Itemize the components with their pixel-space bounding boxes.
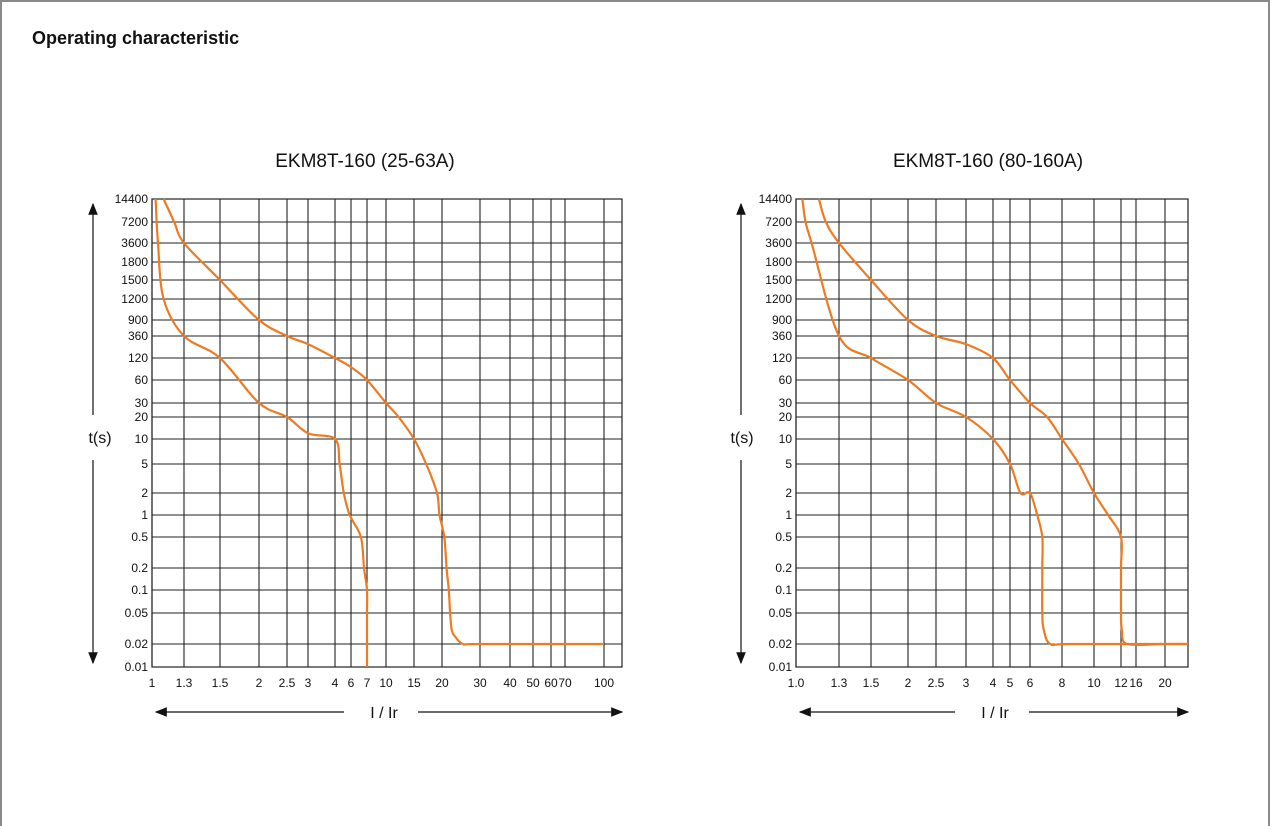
y-tick-label: 0.05 [125, 606, 149, 620]
x-tick-label: 2 [905, 676, 912, 690]
chart-title: EKM8T-160 (80-160A) [893, 151, 1083, 172]
x-tick-label: 30 [473, 676, 487, 690]
y-tick-label: 900 [772, 313, 792, 327]
trip-curve-2 [162, 198, 604, 646]
y-axis-label: t(s) [88, 430, 111, 447]
x-tick-label: 12 [1114, 676, 1128, 690]
x-axis-label: I / Ir [981, 705, 1009, 722]
y-tick-label: 0.1 [131, 583, 148, 597]
y-tick-label: 1200 [121, 292, 148, 306]
x-tick-label: 50 [526, 676, 540, 690]
y-tick-label: 5 [141, 457, 148, 471]
y-tick-label: 3600 [121, 236, 148, 250]
x-tick-label: 6 [1027, 676, 1034, 690]
trip-curve-1 [801, 198, 1188, 647]
x-tick-label: 100 [594, 676, 614, 690]
x-tick-label: 1.3 [831, 676, 848, 690]
trip-curve-2 [817, 198, 1188, 647]
trip-curve-1 [154, 198, 369, 667]
y-tick-label: 0.01 [769, 660, 793, 674]
plot-border [151, 198, 623, 668]
y-tick-label: 0.5 [131, 530, 148, 544]
y-tick-label: 1 [141, 508, 148, 522]
y-tick-label: 60 [135, 373, 149, 387]
y-tick-label: 20 [135, 410, 149, 424]
y-tick-label: 1200 [765, 292, 792, 306]
y-axis-label: t(s) [730, 430, 753, 447]
y-tick-label: 0.01 [125, 660, 149, 674]
x-tick-label: 1.0 [788, 676, 805, 690]
y-tick-label: 0.2 [131, 561, 148, 575]
chart-panel-2: EKM8T-160 (80-160A) 14400 7200 3600 1800 1500… [730, 151, 1190, 722]
x-tick-label: 2.5 [928, 676, 945, 690]
x-tick-label: 70 [558, 676, 572, 690]
x-tick-label: 4 [332, 676, 339, 690]
y-tick-label: 10 [779, 432, 793, 446]
x-tick-label: 16 [1129, 676, 1143, 690]
y-tick-label: 20 [779, 410, 793, 424]
x-tick-label: 1.3 [176, 676, 193, 690]
y-tick-label: 30 [135, 396, 149, 410]
y-tick-label: 1500 [121, 273, 148, 287]
x-tick-label: 10 [379, 676, 393, 690]
x-tick-label: 4 [990, 676, 997, 690]
y-tick-label: 360 [772, 329, 792, 343]
y-tick-label: 2 [785, 486, 792, 500]
y-tick-label: 7200 [121, 215, 148, 229]
y-tick-label: 0.2 [775, 561, 792, 575]
chart-panel-1: EKM8T-160 (25-63A) 14400 7200 3600 1800 1500 1… [88, 151, 624, 722]
y-tick-label: 120 [772, 351, 792, 365]
x-tick-label: 20 [1158, 676, 1172, 690]
x-tick-label: 2.5 [279, 676, 296, 690]
x-tick-label: 5 [1007, 676, 1014, 690]
y-tick-label: 3600 [765, 236, 792, 250]
y-tick-label: 0.5 [775, 530, 792, 544]
plot-border [795, 198, 1189, 668]
y-tick-label: 1500 [765, 273, 792, 287]
chart-title: EKM8T-160 (25-63A) [275, 151, 455, 172]
x-tick-label: 1 [149, 676, 156, 690]
y-tick-label: 14400 [759, 192, 793, 206]
y-tick-label: 900 [128, 313, 148, 327]
x-tick-label: 2 [256, 676, 263, 690]
x-tick-label: 40 [503, 676, 517, 690]
x-axis-label: I / Ir [370, 705, 398, 722]
y-tick-label: 360 [128, 329, 148, 343]
y-tick-label: 7200 [765, 215, 792, 229]
x-tick-label: 8 [1059, 676, 1066, 690]
x-tick-label: 7 [364, 676, 371, 690]
x-tick-label: 20 [435, 676, 449, 690]
x-tick-label: 1.5 [212, 676, 229, 690]
y-tick-label: 2 [141, 486, 148, 500]
y-tick-label: 14400 [115, 192, 149, 206]
y-tick-label: 5 [785, 457, 792, 471]
x-tick-label: 15 [407, 676, 421, 690]
y-tick-label: 0.05 [769, 606, 793, 620]
y-tick-label: 60 [779, 373, 793, 387]
section-title: Operating characteristic [32, 28, 240, 48]
x-tick-label: 3 [963, 676, 970, 690]
y-tick-label: 0.02 [125, 637, 149, 651]
y-tick-label: 10 [135, 432, 149, 446]
y-tick-label: 1800 [765, 255, 792, 269]
y-tick-label: 30 [779, 396, 793, 410]
x-tick-label: 6 [348, 676, 355, 690]
y-tick-label: 0.02 [769, 637, 793, 651]
y-tick-label: 1 [785, 508, 792, 522]
x-tick-label: 10 [1087, 676, 1101, 690]
y-tick-label: 120 [128, 351, 148, 365]
y-tick-label: 1800 [121, 255, 148, 269]
x-tick-label: 3 [305, 676, 312, 690]
y-tick-label: 0.1 [775, 583, 792, 597]
x-tick-label: 1.5 [863, 676, 880, 690]
x-tick-label: 60 [544, 676, 558, 690]
